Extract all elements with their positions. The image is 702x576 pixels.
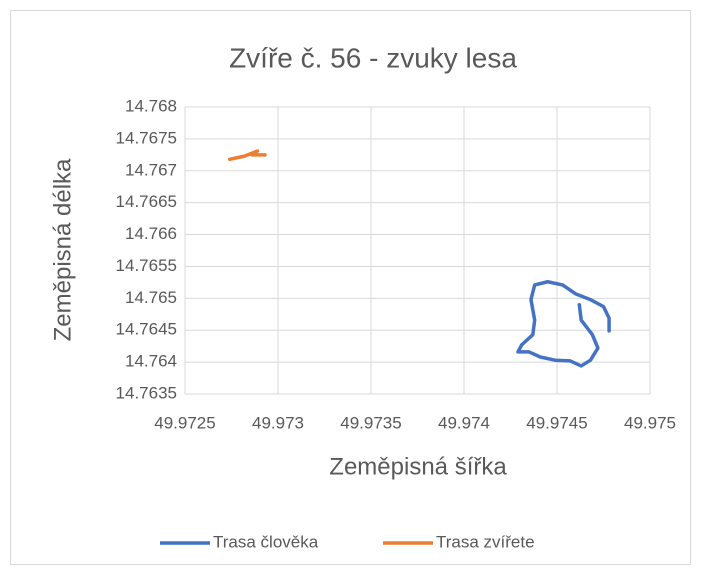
y-tick-label: 14.7645 xyxy=(116,320,177,339)
y-tick-label: 14.766 xyxy=(125,224,177,243)
y-tick-label: 14.7665 xyxy=(116,192,177,211)
x-tick-label: 49.974 xyxy=(438,413,490,432)
legend-label: Trasa zvířete xyxy=(436,532,535,551)
x-tick-label: 49.9725 xyxy=(154,413,215,432)
legend-label: Trasa člověka xyxy=(213,532,319,551)
y-axis-label: Zeměpisná délka xyxy=(49,158,76,341)
x-axis-label: Zeměpisná šířka xyxy=(329,453,507,480)
series-line xyxy=(516,280,611,368)
y-tick-label: 14.767 xyxy=(125,160,177,179)
chart-title: Zvíře č. 56 - zvuky lesa xyxy=(229,42,517,73)
x-tick-label: 49.9735 xyxy=(340,413,401,432)
y-tick-label: 14.7655 xyxy=(116,256,177,275)
chart-border xyxy=(10,10,691,565)
x-tick-label: 49.973 xyxy=(252,413,304,432)
x-tick-label: 49.9745 xyxy=(526,413,587,432)
y-tick-label: 14.765 xyxy=(125,288,177,307)
x-tick-label: 49.975 xyxy=(624,413,676,432)
y-tick-label: 14.7675 xyxy=(116,128,177,147)
series-line xyxy=(227,149,267,162)
y-tick-label: 14.7635 xyxy=(116,383,177,402)
y-tick-label: 14.768 xyxy=(125,96,177,115)
y-tick-label: 14.764 xyxy=(125,352,177,371)
